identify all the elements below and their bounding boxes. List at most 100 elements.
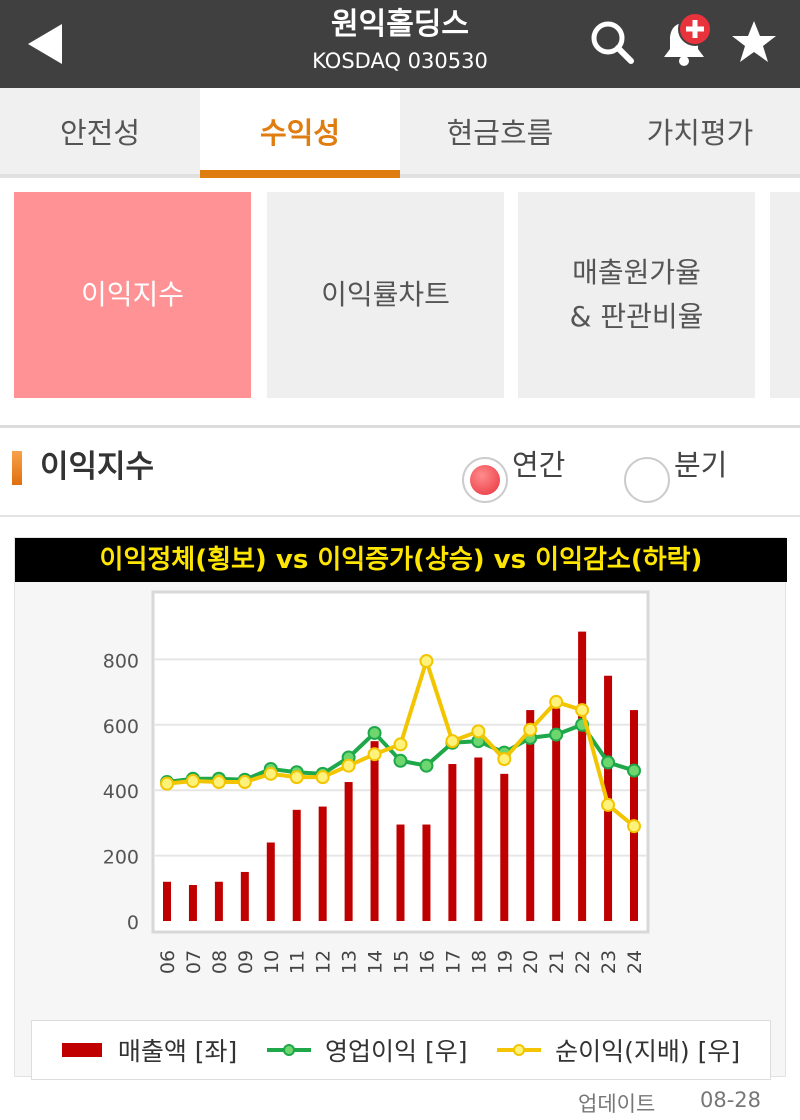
sales-bar <box>240 871 249 921</box>
x-tick-label: 10 <box>261 950 283 974</box>
header-title-block: 원익홀딩스 KOSDAQ 030530 <box>200 4 600 76</box>
subtab-profit-index[interactable]: 이익지수 <box>14 192 251 398</box>
net-income-point <box>471 724 486 739</box>
sales-bar <box>344 782 353 921</box>
update-info: 업데이트 08-28 <box>0 1086 800 1116</box>
net-income-point <box>237 775 252 790</box>
sales-bar <box>163 881 171 921</box>
x-tick-label: 22 <box>572 950 594 974</box>
subtab-label: 이익률차트 <box>321 278 450 311</box>
net-income-point <box>627 819 641 834</box>
radio-quarterly[interactable]: 분기 <box>624 448 727 503</box>
profit-index-chart: 0 200 400 600 800 06 07 08 09 10 11 12 13 14 15 16 17 18… <box>103 590 650 974</box>
subtab-margin-chart[interactable]: 이익률차트 <box>267 192 504 398</box>
sales-bar <box>500 773 509 921</box>
operating-profit-point <box>419 758 434 773</box>
tab-cash-flow[interactable]: 현금흐름 <box>400 88 600 174</box>
star-icon <box>732 21 776 62</box>
net-income-point <box>289 770 304 785</box>
sales-bar <box>448 764 457 921</box>
x-tick-label: 09 <box>235 950 257 974</box>
sales-bar <box>214 881 223 921</box>
subtab-more[interactable] <box>770 192 800 398</box>
sales-bar <box>578 631 587 921</box>
sales-bar <box>370 741 379 921</box>
x-tick-label: 17 <box>442 950 464 974</box>
sub-tabs: 이익지수 이익률차트 매출원가율 & 판관비율 <box>0 178 800 428</box>
net-income-point <box>549 694 564 709</box>
operating-profit-point <box>367 725 382 740</box>
x-tick-label: 13 <box>339 950 361 974</box>
chart-legend: 매출액 [좌] 영업이익 [우] 순이익(지배) [우] <box>31 1020 771 1080</box>
net-income-point <box>523 722 538 737</box>
main-tabs: 안전성 수익성 현금흐름 가치평가 <box>0 88 800 178</box>
net-income-point <box>419 654 434 669</box>
section-header: 이익지수 연간 분기 <box>0 431 800 517</box>
net-income-point <box>341 758 356 773</box>
x-tick-label: 06 <box>157 950 179 974</box>
legend-item-sales: 매출액 [좌] <box>61 1032 237 1068</box>
operating-profit-point <box>601 755 616 770</box>
net-income-point <box>393 737 408 752</box>
radio-annual[interactable]: 연간 <box>462 448 565 503</box>
search-button[interactable] <box>584 14 640 70</box>
tab-valuation[interactable]: 가치평가 <box>600 88 800 174</box>
x-tick-label: 07 <box>183 950 205 974</box>
legend-swatch-bar <box>61 1043 102 1057</box>
radio-label: 연간 <box>512 448 566 482</box>
chart-card: 이익정체(횡보) vs 이익증가(상승) vs 이익감소(하락) 0 200 400… <box>14 537 787 1080</box>
sales-bar <box>396 824 405 921</box>
x-tick-label: 15 <box>391 950 413 974</box>
sales-bar <box>526 710 535 921</box>
favorite-button[interactable] <box>726 14 782 70</box>
x-tick-label: 20 <box>520 950 542 974</box>
app-header: 원익홀딩스 KOSDAQ 030530 <box>0 0 800 88</box>
y-tick-label: 200 <box>103 847 139 869</box>
net-income-point <box>185 774 200 789</box>
sales-bar <box>292 809 301 921</box>
net-income-point <box>445 734 460 749</box>
net-income-point <box>367 747 382 762</box>
y-tick-label: 800 <box>103 650 139 672</box>
sales-bar <box>318 806 327 921</box>
subtab-label-line2: & 판관비율 <box>569 300 704 333</box>
legend-label: 순이익(지배) [우] <box>555 1037 741 1066</box>
tab-profitability[interactable]: 수익성 <box>200 88 400 178</box>
tab-label: 가치평가 <box>646 116 754 150</box>
x-tick-label: 18 <box>468 950 490 974</box>
x-tick-label: 21 <box>546 950 568 974</box>
sales-bar <box>630 710 638 921</box>
subtab-label: 이익지수 <box>80 278 185 311</box>
operating-profit-point <box>627 763 641 778</box>
sales-bar <box>188 885 197 921</box>
x-tick-label: 16 <box>416 950 438 974</box>
legend-item-net-income: 순이익(지배) [우] <box>495 1032 740 1068</box>
update-date: 08-28 <box>700 1088 762 1112</box>
search-icon <box>591 21 634 64</box>
section-marker <box>12 451 22 485</box>
chart-title: 이익정체(횡보) vs 이익증가(상승) vs 이익감소(하락) <box>15 538 787 582</box>
net-income-point <box>497 752 512 767</box>
notification-button[interactable] <box>656 12 712 70</box>
tab-label: 수익성 <box>259 116 341 150</box>
x-tick-label: 14 <box>365 950 387 974</box>
net-income-point <box>263 766 278 781</box>
net-income-point <box>315 770 330 785</box>
back-arrow-icon <box>28 24 62 64</box>
tab-safety[interactable]: 안전성 <box>0 88 200 174</box>
add-alert-badge <box>678 12 712 46</box>
radio-label: 분기 <box>674 448 728 482</box>
legend-swatch-line-green <box>267 1044 311 1056</box>
net-income-point <box>160 776 174 791</box>
plus-icon <box>686 20 704 38</box>
x-tick-label: 19 <box>494 950 516 974</box>
tab-label: 현금흐름 <box>446 116 554 150</box>
radio-circle <box>624 457 670 503</box>
radio-selected-dot <box>470 465 500 495</box>
x-tick-label: 24 <box>624 950 646 974</box>
operating-profit-point <box>393 753 408 768</box>
back-button[interactable] <box>14 14 74 74</box>
subtab-cost-ratio[interactable]: 매출원가율 & 판관비율 <box>518 192 755 398</box>
sales-bar <box>422 824 431 921</box>
sales-bar <box>474 757 483 921</box>
